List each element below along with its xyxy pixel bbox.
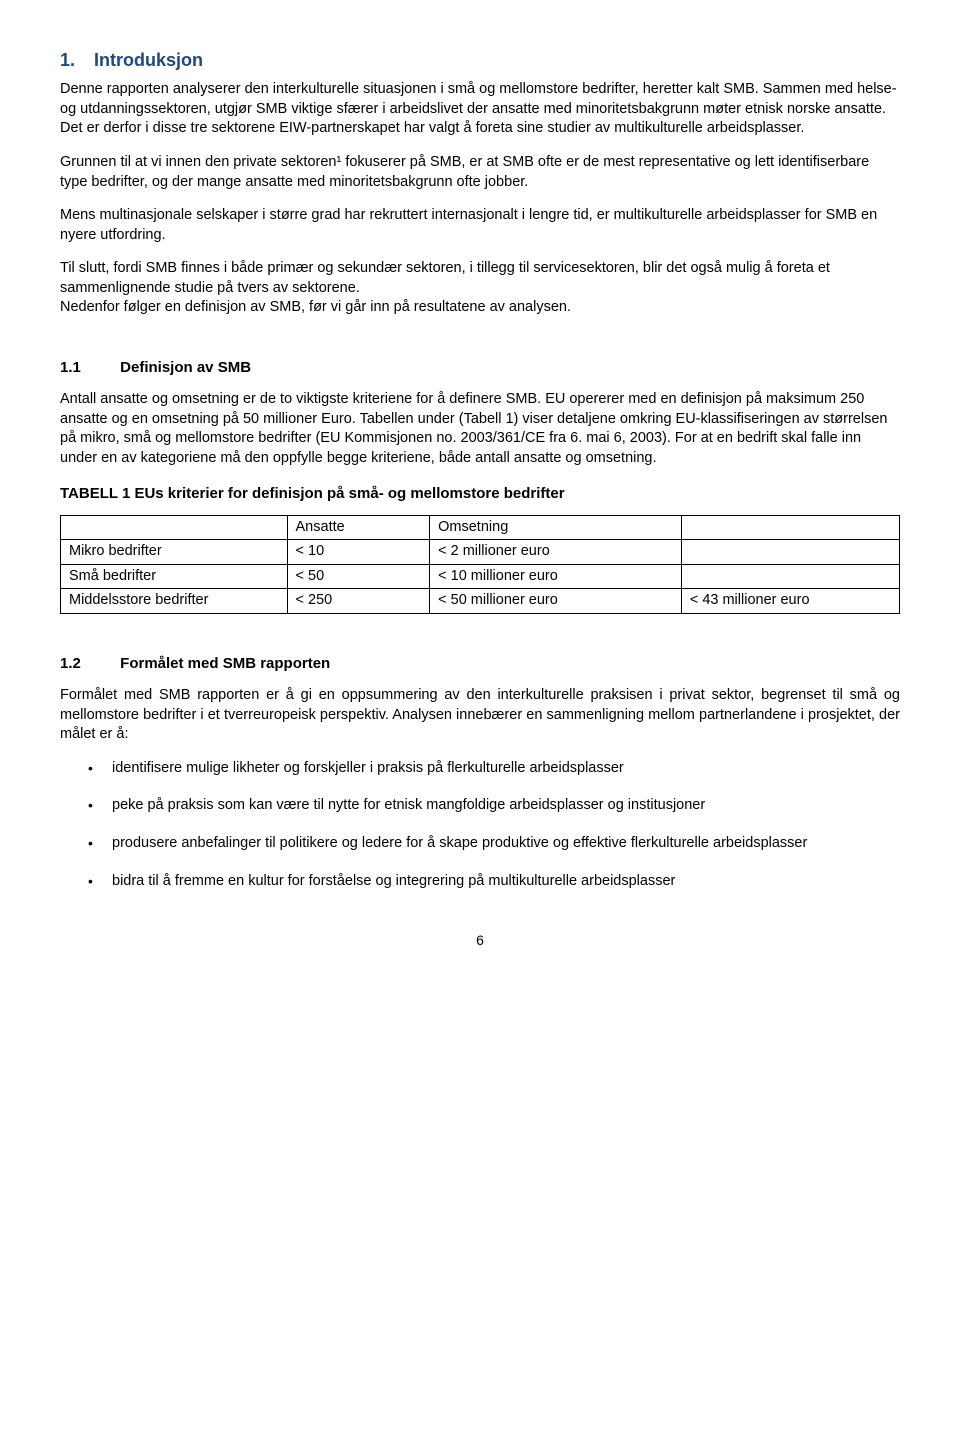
section-heading-1-2: 1.2 Formålet med SMB rapporten (60, 654, 900, 674)
section-number: 1.2 (60, 654, 116, 674)
section-title: Introduksjon (94, 50, 203, 70)
list-item: peke på praksis som kan være til nytte f… (88, 796, 900, 816)
table-cell: < 10 (287, 540, 430, 565)
table-cell: < 250 (287, 589, 430, 614)
bullet-list: identifisere mulige likheter og forskjel… (88, 759, 900, 891)
table-cell (681, 540, 899, 565)
intro-paragraph-1: Denne rapporten analyserer den interkult… (60, 80, 900, 139)
intro-paragraph-3: Mens multinasjonale selskaper i større g… (60, 206, 900, 245)
table-header-cell: Ansatte (287, 515, 430, 540)
section-title: Definisjon av SMB (120, 359, 251, 376)
table-cell: Mikro bedrifter (61, 540, 288, 565)
table-1: Ansatte Omsetning Mikro bedrifter < 10 <… (60, 515, 900, 614)
section-number: 1.1 (60, 358, 116, 378)
table-row: Middelsstore bedrifter < 250 < 50 millio… (61, 589, 900, 614)
table-row: Små bedrifter < 50 < 10 millioner euro (61, 564, 900, 589)
table-header-cell (61, 515, 288, 540)
intro-paragraph-4: Til slutt, fordi SMB finnes i både primæ… (60, 259, 900, 318)
table-cell: < 50 (287, 564, 430, 589)
table-cell: < 10 millioner euro (430, 564, 682, 589)
table-row: Mikro bedrifter < 10 < 2 millioner euro (61, 540, 900, 565)
section-title: Formålet med SMB rapporten (120, 655, 330, 672)
section-heading-1-1: 1.1 Definisjon av SMB (60, 358, 900, 378)
table-cell: < 43 millioner euro (681, 589, 899, 614)
table-cell: < 2 millioner euro (430, 540, 682, 565)
section-heading-1: 1. Introduksjon (60, 48, 900, 72)
list-item: identifisere mulige likheter og forskjel… (88, 759, 900, 779)
table-header-cell: Omsetning (430, 515, 682, 540)
page-number: 6 (60, 931, 900, 950)
table-header-cell (681, 515, 899, 540)
section-number: 1. (60, 50, 75, 70)
list-item: produsere anbefalinger til politikere og… (88, 834, 900, 854)
table-cell (681, 564, 899, 589)
table-header-row: Ansatte Omsetning (61, 515, 900, 540)
table-cell: Små bedrifter (61, 564, 288, 589)
section-1-1-paragraph: Antall ansatte og omsetning er de to vik… (60, 390, 900, 468)
list-item: bidra til å fremme en kultur for forståe… (88, 872, 900, 892)
section-1-2-paragraph: Formålet med SMB rapporten er å gi en op… (60, 686, 900, 745)
table-1-title: TABELL 1 EUs kriterier for definisjon på… (60, 484, 900, 504)
table-cell: < 50 millioner euro (430, 589, 682, 614)
table-cell: Middelsstore bedrifter (61, 589, 288, 614)
intro-paragraph-2: Grunnen til at vi innen den private sekt… (60, 153, 900, 192)
